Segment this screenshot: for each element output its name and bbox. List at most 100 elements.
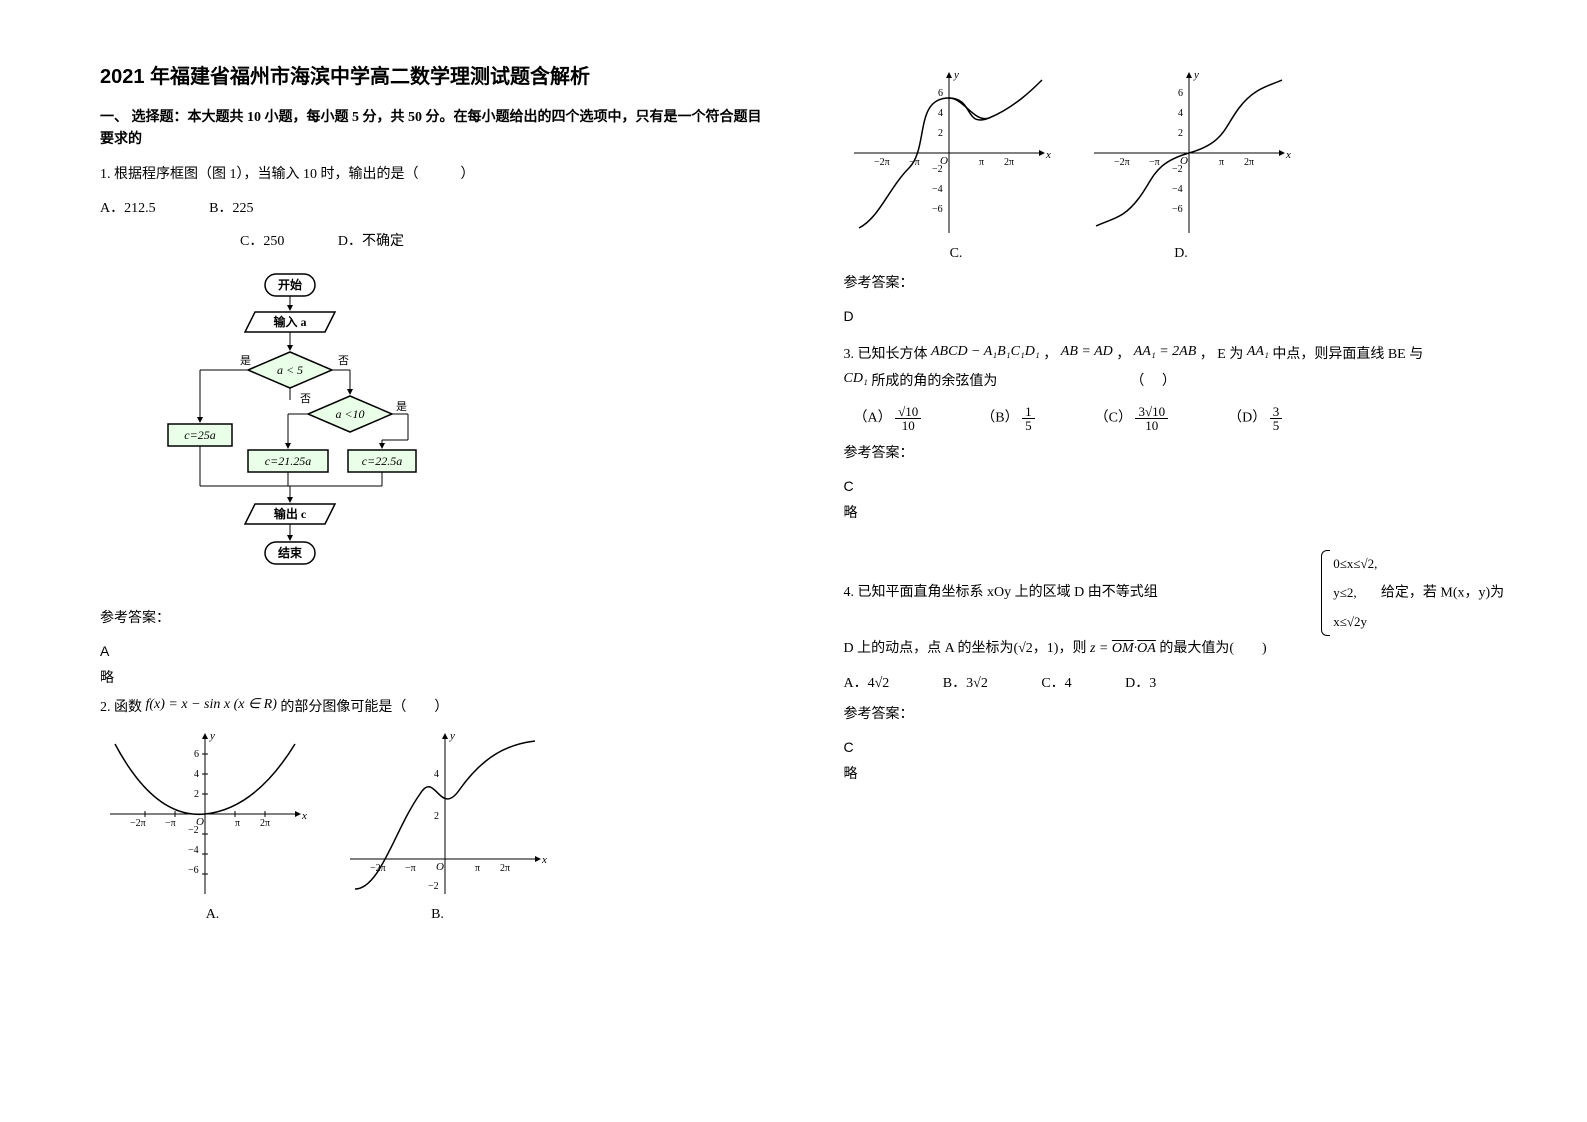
svg-text:2: 2 bbox=[194, 789, 199, 800]
svg-text:−2π: −2π bbox=[874, 157, 890, 168]
q1-ans-label: 参考答案： bbox=[100, 607, 764, 627]
q3-c-frac: 3√1010 bbox=[1135, 405, 1168, 432]
q2-graph-b: O x y −2π−ππ2π 42−2 bbox=[340, 729, 550, 899]
flow-yes1: 是 bbox=[240, 354, 251, 367]
q3-d-frac: 35 bbox=[1270, 405, 1283, 432]
q3-opt-a: （A） √1010 bbox=[854, 405, 922, 432]
q3-ans-label: 参考答案： bbox=[844, 442, 1508, 462]
q4-case-0: 0≤x≤√2, bbox=[1333, 550, 1377, 579]
svg-text:2: 2 bbox=[434, 811, 439, 822]
q4-opt-a: A．4√2 bbox=[844, 671, 890, 698]
q1-options-row1: A．212.5 B．225 bbox=[100, 196, 764, 223]
q3-t1: ， bbox=[1043, 347, 1061, 362]
q2-stem: 2. 函数 f(x) = x − sin x (x ∈ R) 的部分图像可能是（… bbox=[100, 695, 764, 722]
svg-text:2π: 2π bbox=[1004, 157, 1014, 168]
q3-t5: 所成的角的余弦值为 （ ） bbox=[871, 374, 1176, 389]
svg-text:−π: −π bbox=[405, 863, 416, 874]
svg-text:−2: −2 bbox=[932, 164, 943, 175]
q2-stem-math: f(x) = x − sin x (x ∈ R) bbox=[146, 697, 277, 712]
q3-options: （A） √1010 （B） 15 （C） 3√1010 （D） 35 bbox=[854, 405, 1508, 432]
q2-opt-b: B. bbox=[325, 907, 550, 923]
right-column: O x y −2π−ππ2π 642−2−4−6 O x y −2π−ππ2π … bbox=[844, 60, 1508, 1082]
svg-text:π: π bbox=[475, 863, 480, 874]
q3-m2: AB = AD bbox=[1061, 344, 1113, 359]
q4-case-2: x≤√2y bbox=[1333, 608, 1377, 637]
svg-text:6: 6 bbox=[1178, 88, 1183, 99]
flow-end: 结束 bbox=[278, 545, 303, 560]
svg-text:y: y bbox=[1193, 69, 1199, 81]
svg-text:y: y bbox=[449, 730, 455, 742]
flow-output: 输出 c bbox=[274, 506, 307, 521]
q1-opt-c: C．250 bbox=[240, 229, 284, 256]
q3-summary: 略 bbox=[844, 502, 1508, 522]
q2-graph-c: O x y −2π−ππ2π 642−2−4−6 bbox=[844, 68, 1054, 238]
svg-text:2π: 2π bbox=[1244, 157, 1254, 168]
q2-graph-d: O x y −2π−ππ2π 642−2−4−6 bbox=[1084, 68, 1294, 238]
flow-input: 输入 a bbox=[273, 314, 306, 329]
left-column: 2021 年福建省福州市海滨中学高二数学理测试题含解析 一、 选择题：本大题共 … bbox=[100, 60, 764, 1082]
svg-text:−2π: −2π bbox=[1114, 157, 1130, 168]
svg-text:−6: −6 bbox=[188, 865, 199, 876]
q1-stem: 1. 根据程序框图（图 1），当输入 10 时，输出的是（ ） bbox=[100, 162, 764, 189]
svg-text:4: 4 bbox=[434, 769, 439, 780]
flow-c2: c=21.25a bbox=[265, 454, 311, 468]
svg-text:−4: −4 bbox=[188, 845, 199, 856]
q2-stem-post: 的部分图像可能是（ ） bbox=[280, 700, 448, 715]
q1-opt-b: B．225 bbox=[209, 196, 253, 223]
q3-opt-b: （B） 15 bbox=[981, 405, 1034, 432]
svg-text:4: 4 bbox=[938, 108, 943, 119]
q1-answer: A bbox=[100, 643, 764, 659]
q3-c-label: （C） bbox=[1095, 411, 1132, 426]
q3-t2: ， bbox=[1116, 347, 1134, 362]
q3-m3: AA₁ = 2AB bbox=[1134, 344, 1197, 359]
svg-text:−4: −4 bbox=[932, 184, 943, 195]
q3-pre: 3. 已知长方体 bbox=[844, 347, 932, 362]
q3-stem: 3. 已知长方体 ABCD − A₁B₁C₁D₁ ， AB = AD ， AA₁… bbox=[844, 342, 1508, 395]
q4-summary: 略 bbox=[844, 763, 1508, 783]
svg-text:x: x bbox=[1045, 149, 1051, 161]
flow-c1: c=25a bbox=[184, 428, 215, 442]
q1-opt-d: D．不确定 bbox=[338, 229, 404, 256]
svg-text:O: O bbox=[436, 861, 444, 873]
svg-text:2π: 2π bbox=[260, 818, 270, 829]
svg-text:2: 2 bbox=[938, 128, 943, 139]
q2-answer: D bbox=[844, 308, 1508, 324]
q4-opt-b: B．3√2 bbox=[943, 671, 988, 698]
q3-a-label: （A） bbox=[854, 411, 892, 426]
q3-answer: C bbox=[844, 478, 1508, 494]
q2-graphs-ab: O x y −2π−ππ2π 642−2−4−6 O x y −2π−ππ2π … bbox=[100, 729, 764, 899]
q4-options: A．4√2 B．3√2 C．4 D．3 bbox=[844, 671, 1508, 698]
svg-text:π: π bbox=[1219, 157, 1224, 168]
q3-b-label: （B） bbox=[981, 411, 1018, 426]
svg-text:−π: −π bbox=[165, 818, 176, 829]
q2-graph-a: O x y −2π−ππ2π 642−2−4−6 bbox=[100, 729, 310, 899]
svg-text:y: y bbox=[953, 69, 959, 81]
svg-text:−6: −6 bbox=[1172, 204, 1183, 215]
flow-cond1: a < 5 bbox=[277, 363, 303, 377]
svg-text:x: x bbox=[301, 810, 307, 822]
q1-flowchart: 开始 输入 a a < 5 是 否 a <10 否 是 c=25a c=21.2… bbox=[160, 272, 420, 582]
q3-opt-d: （D） 35 bbox=[1228, 405, 1282, 432]
q1-summary: 略 bbox=[100, 667, 764, 687]
q4-answer: C bbox=[844, 739, 1508, 755]
flow-c3: c=22.5a bbox=[362, 454, 402, 468]
svg-text:x: x bbox=[1285, 149, 1291, 161]
flow-yes2: 是 bbox=[396, 400, 407, 413]
q3-m5: CD₁ bbox=[844, 371, 868, 386]
q1-options-row2: C．250 D．不确定 bbox=[240, 229, 764, 256]
q2-opt-a: A. bbox=[100, 907, 325, 923]
svg-text:−2π: −2π bbox=[130, 818, 146, 829]
page-title: 2021 年福建省福州市海滨中学高二数学理测试题含解析 bbox=[100, 60, 764, 89]
svg-text:π: π bbox=[979, 157, 984, 168]
svg-text:4: 4 bbox=[194, 769, 199, 780]
q2-stem-pre: 2. 函数 bbox=[100, 700, 146, 715]
q2-caption-ab: A. B. bbox=[100, 907, 550, 923]
svg-text:−2: −2 bbox=[1172, 164, 1183, 175]
q1-opt-a: A．212.5 bbox=[100, 196, 156, 223]
q4-stem: 4. 已知平面直角坐标系 xOy 上的区域 D 由不等式组 0≤x≤√2, y≤… bbox=[844, 550, 1508, 663]
q3-m4: AA₁ bbox=[1247, 344, 1269, 359]
q3-t4: 中点，则异面直线 BE 与 bbox=[1272, 347, 1423, 362]
q2-graphs-cd: O x y −2π−ππ2π 642−2−4−6 O x y −2π−ππ2π … bbox=[844, 68, 1508, 238]
q3-m1: ABCD − A₁B₁C₁D₁ bbox=[931, 344, 1040, 359]
q2-opt-d: D. bbox=[1069, 246, 1294, 262]
